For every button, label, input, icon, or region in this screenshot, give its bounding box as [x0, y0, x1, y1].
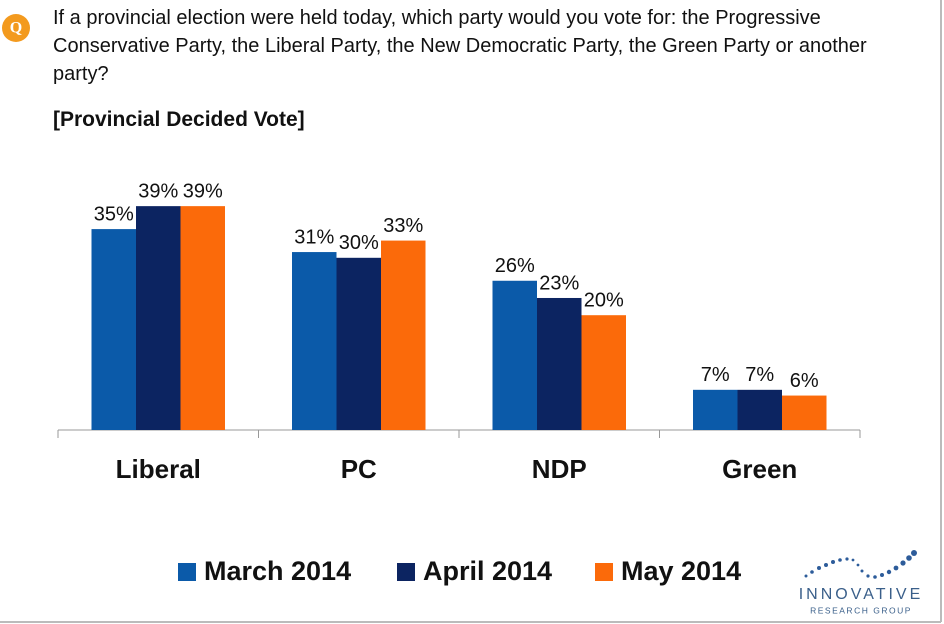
- chart-subtitle: [Provincial Decided Vote]: [53, 108, 305, 131]
- bar: [492, 280, 537, 430]
- x-tick-label: Liberal: [116, 454, 201, 484]
- value-label: 7%: [745, 364, 774, 386]
- value-label: 6%: [790, 370, 819, 392]
- value-label: 31%: [294, 226, 334, 248]
- value-label: 35%: [94, 203, 134, 225]
- x-tick-label: PC: [341, 454, 377, 484]
- legend-label: May 2014: [621, 556, 741, 586]
- value-label: 7%: [701, 364, 730, 386]
- bar: [693, 389, 738, 430]
- x-tick-label: NDP: [532, 454, 587, 484]
- bar: [381, 240, 426, 430]
- legend-label: March 2014: [204, 556, 351, 586]
- legend-swatch: [397, 563, 415, 581]
- logo-tagline: RESEARCH GROUP: [810, 605, 912, 615]
- bar: [180, 206, 225, 430]
- logo-dots: [804, 550, 917, 579]
- value-label: 23%: [539, 272, 579, 294]
- value-label: 39%: [183, 180, 223, 202]
- value-label: 39%: [138, 180, 178, 202]
- value-label: 33%: [383, 215, 423, 237]
- legend-label: April 2014: [423, 556, 552, 586]
- value-label: 26%: [495, 255, 535, 277]
- bar: [292, 252, 337, 430]
- logo-name: INNOVATIVE: [799, 586, 924, 603]
- bar: [136, 206, 181, 430]
- legend-swatch: [178, 563, 196, 581]
- question-icon: [2, 14, 30, 42]
- bar: [91, 229, 136, 430]
- chart-title: If a provincial election were held today…: [53, 7, 867, 85]
- bar: [581, 315, 626, 430]
- question-icon-label: Q: [10, 20, 22, 37]
- bar: [537, 297, 582, 430]
- bar: [737, 389, 782, 430]
- x-tick-label: Green: [722, 454, 797, 484]
- bar: [782, 395, 827, 430]
- value-label: 30%: [339, 232, 379, 254]
- value-label: 20%: [584, 289, 624, 311]
- bar: [336, 257, 381, 430]
- legend-swatch: [595, 563, 613, 581]
